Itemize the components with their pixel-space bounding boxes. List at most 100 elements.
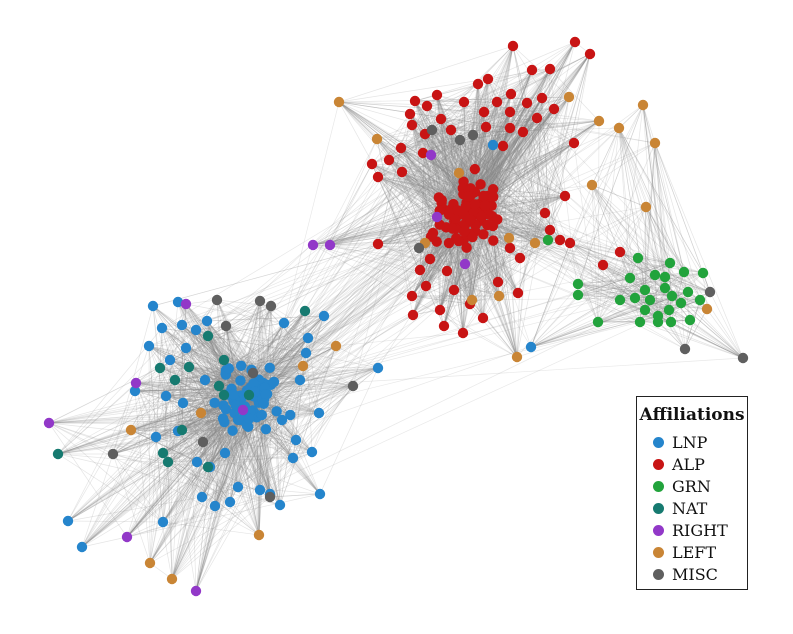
node-alp bbox=[584, 48, 596, 60]
edge bbox=[487, 96, 570, 226]
edge bbox=[439, 309, 464, 334]
node-lnp bbox=[294, 374, 306, 386]
edge bbox=[484, 117, 538, 198]
edge bbox=[484, 45, 514, 197]
edge bbox=[512, 45, 546, 214]
node-alp bbox=[507, 40, 519, 52]
edge bbox=[470, 69, 533, 189]
edge bbox=[429, 240, 494, 260]
edge bbox=[512, 45, 561, 241]
node-lnp bbox=[190, 324, 202, 336]
edge bbox=[480, 142, 575, 185]
edge bbox=[467, 111, 511, 200]
node-alp bbox=[478, 190, 489, 202]
edge bbox=[453, 134, 474, 205]
edge bbox=[509, 111, 549, 241]
edge bbox=[483, 97, 543, 199]
node-alp bbox=[514, 252, 526, 264]
edge bbox=[371, 163, 445, 327]
edge bbox=[481, 69, 533, 203]
edge bbox=[497, 195, 566, 220]
edge bbox=[497, 97, 543, 283]
edge bbox=[412, 239, 549, 316]
node-alp bbox=[461, 242, 472, 253]
edge bbox=[411, 295, 471, 305]
node-lnp bbox=[180, 342, 192, 354]
edge bbox=[462, 220, 482, 334]
edge bbox=[484, 41, 576, 197]
edge bbox=[400, 113, 411, 149]
edge bbox=[424, 68, 551, 135]
edge bbox=[458, 172, 546, 214]
edge bbox=[541, 97, 551, 231]
edge bbox=[411, 124, 434, 234]
edge bbox=[462, 257, 521, 334]
edge bbox=[487, 96, 570, 226]
node-alp bbox=[568, 137, 580, 149]
node-alp bbox=[448, 284, 460, 296]
edge bbox=[448, 111, 511, 215]
edge bbox=[414, 100, 538, 119]
edge bbox=[388, 68, 551, 161]
edge bbox=[409, 113, 432, 237]
node-alp bbox=[366, 158, 378, 170]
node-lnp bbox=[209, 500, 221, 512]
node-lnp bbox=[287, 452, 299, 464]
edge bbox=[441, 131, 524, 204]
node-alp bbox=[469, 163, 481, 175]
edge bbox=[429, 258, 466, 265]
edge bbox=[338, 101, 561, 241]
edge bbox=[329, 145, 504, 246]
node-alp bbox=[597, 259, 609, 271]
edge bbox=[474, 102, 528, 170]
edge bbox=[338, 101, 476, 170]
edge bbox=[512, 45, 549, 241]
edge bbox=[436, 94, 476, 193]
node-alp bbox=[406, 290, 418, 302]
edge bbox=[497, 108, 555, 283]
edge bbox=[376, 138, 467, 203]
node-lnp bbox=[264, 362, 275, 374]
edge bbox=[470, 108, 555, 196]
edge bbox=[409, 113, 561, 241]
node-alp bbox=[521, 97, 533, 109]
node-alp bbox=[475, 179, 486, 190]
edge bbox=[409, 113, 448, 272]
edge bbox=[470, 41, 576, 189]
node-alp bbox=[536, 92, 548, 104]
edge bbox=[431, 129, 464, 195]
edge bbox=[474, 83, 479, 170]
edge bbox=[484, 142, 575, 198]
edge bbox=[409, 113, 494, 190]
edge bbox=[401, 171, 467, 203]
edge bbox=[429, 258, 499, 283]
edge bbox=[388, 131, 524, 161]
node-lnp bbox=[271, 406, 282, 417]
node-grn bbox=[592, 316, 604, 328]
node-alp bbox=[488, 235, 499, 246]
edge bbox=[414, 100, 481, 185]
edge bbox=[450, 129, 454, 205]
node-alp bbox=[383, 154, 395, 166]
node-alp bbox=[458, 96, 470, 108]
edge bbox=[519, 212, 546, 259]
node-lnp bbox=[176, 319, 188, 331]
edge bbox=[483, 78, 489, 113]
node-lnp bbox=[306, 446, 318, 458]
node-alp bbox=[447, 223, 458, 234]
edge bbox=[388, 129, 452, 161]
edge bbox=[439, 97, 543, 211]
edge bbox=[516, 97, 543, 358]
node-lnp bbox=[217, 413, 229, 424]
edge bbox=[484, 68, 551, 198]
node-lnp bbox=[313, 407, 325, 419]
edge bbox=[517, 53, 591, 294]
edge bbox=[458, 78, 489, 174]
edge bbox=[377, 171, 403, 245]
edge bbox=[519, 239, 561, 259]
edge bbox=[471, 45, 514, 205]
edge bbox=[376, 117, 538, 140]
node-alp bbox=[431, 89, 443, 101]
edge bbox=[400, 147, 454, 205]
edge bbox=[414, 100, 485, 197]
